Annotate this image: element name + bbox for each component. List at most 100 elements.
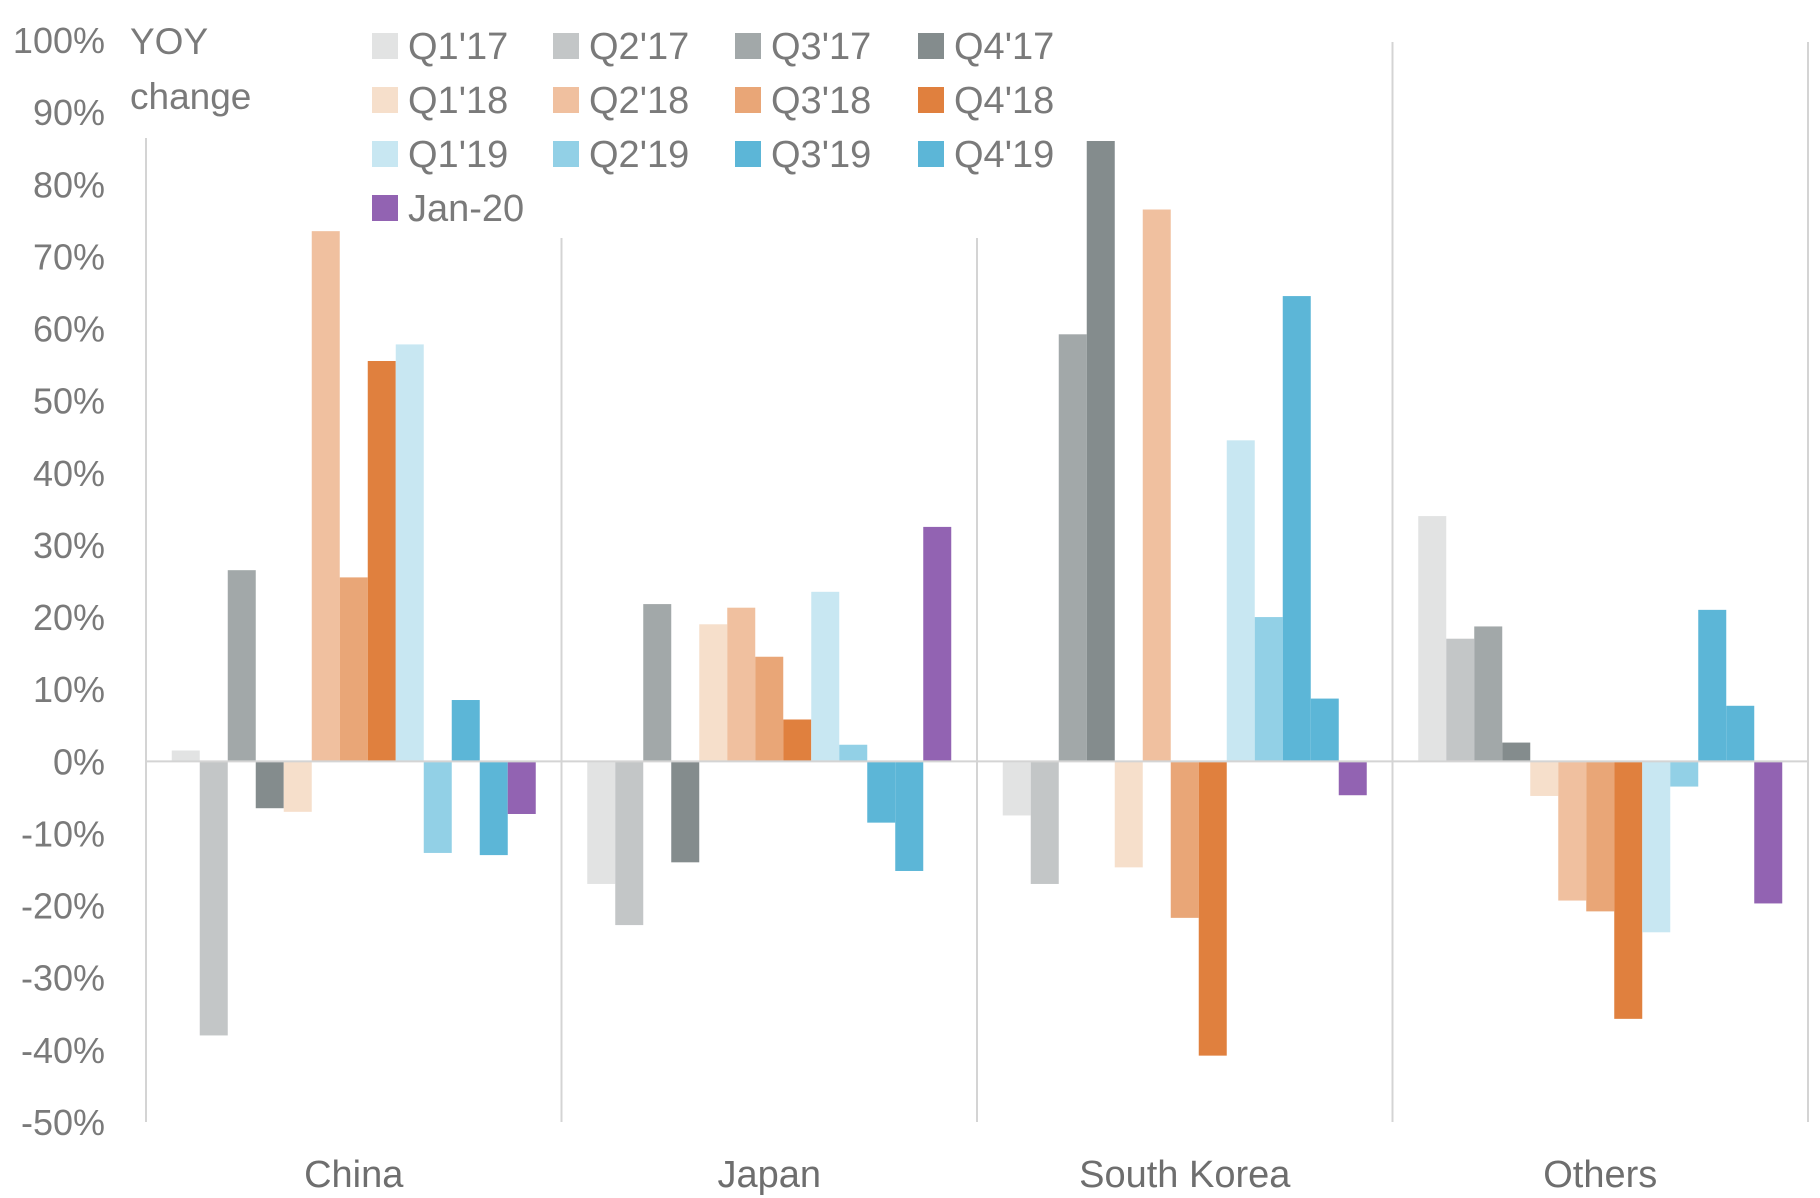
bar bbox=[1614, 761, 1643, 1019]
bar bbox=[1114, 761, 1143, 868]
legend-swatch bbox=[372, 195, 398, 221]
y-tick-label: -30% bbox=[21, 958, 105, 999]
bar bbox=[727, 607, 756, 762]
bar bbox=[367, 360, 396, 762]
bar bbox=[1142, 209, 1171, 762]
legend-swatch bbox=[735, 141, 761, 167]
y-tick-label: 40% bbox=[33, 453, 105, 494]
legend-label: Q3'19 bbox=[771, 134, 871, 176]
annotation-line-1: YOY bbox=[130, 21, 208, 62]
yoy-annotation: YOY change bbox=[130, 21, 251, 117]
legend-label: Q4'17 bbox=[954, 26, 1054, 68]
bar bbox=[1586, 761, 1615, 912]
bar bbox=[311, 231, 340, 762]
bar bbox=[1446, 638, 1475, 762]
legend-label: Q2'17 bbox=[589, 26, 689, 68]
bar bbox=[1310, 698, 1339, 762]
bar bbox=[1474, 626, 1503, 762]
legend: Q1'17 Q2'17 Q3'17 Q4'17 Q1'18 Q2'18 Q3'18 Q4'18… bbox=[372, 26, 1054, 230]
legend-swatch bbox=[553, 141, 579, 167]
x-category-label: China bbox=[304, 1154, 404, 1196]
x-category-label: South Korea bbox=[1079, 1154, 1291, 1196]
legend-label: Q1'17 bbox=[408, 26, 508, 68]
bar bbox=[615, 761, 644, 926]
bar bbox=[1086, 140, 1115, 762]
bar bbox=[1338, 761, 1367, 796]
legend-label: Q3'18 bbox=[771, 80, 871, 122]
x-category-label: Japan bbox=[717, 1154, 821, 1196]
legend-swatch bbox=[553, 87, 579, 113]
bar bbox=[811, 591, 840, 762]
category-separators bbox=[145, 42, 1809, 1122]
bar bbox=[255, 761, 284, 809]
bar bbox=[923, 526, 952, 762]
legend-swatch bbox=[553, 33, 579, 59]
legend-label: Q2'19 bbox=[589, 134, 689, 176]
bar bbox=[1530, 761, 1559, 796]
legend-swatch bbox=[918, 33, 944, 59]
bar bbox=[1058, 334, 1087, 762]
bar bbox=[1002, 761, 1031, 816]
y-tick-label: 100% bbox=[13, 20, 105, 61]
bar bbox=[283, 761, 312, 812]
y-axis-ticks: 100% 90% 80% 70% 60% 50% 40% 30% 20% 10% 0% -10% -20… bbox=[13, 20, 105, 1143]
x-axis-categories: China Japan South Korea Others bbox=[304, 1154, 1657, 1196]
bar bbox=[1698, 609, 1727, 762]
bar bbox=[1754, 761, 1783, 904]
bar bbox=[451, 700, 480, 762]
bar bbox=[867, 761, 896, 823]
y-tick-label: 10% bbox=[33, 669, 105, 710]
bar bbox=[1670, 761, 1699, 787]
bar bbox=[339, 577, 368, 762]
bar bbox=[895, 761, 924, 871]
y-tick-label: -20% bbox=[21, 886, 105, 927]
y-tick-label: 80% bbox=[33, 164, 105, 205]
legend-label: Jan-20 bbox=[408, 188, 524, 230]
legend-swatch bbox=[372, 87, 398, 113]
bar bbox=[1726, 705, 1755, 762]
bar bbox=[699, 624, 728, 762]
legend-swatch bbox=[735, 87, 761, 113]
bar bbox=[755, 656, 784, 762]
legend-swatch bbox=[918, 141, 944, 167]
legend-swatch bbox=[372, 141, 398, 167]
bar bbox=[839, 744, 868, 762]
bar bbox=[395, 344, 424, 762]
bar bbox=[1282, 296, 1311, 762]
bar bbox=[1418, 516, 1447, 762]
legend-label: Q2'18 bbox=[589, 80, 689, 122]
y-tick-label: -40% bbox=[21, 1030, 105, 1071]
bar bbox=[227, 570, 256, 762]
bar bbox=[1030, 761, 1059, 884]
bar bbox=[423, 761, 452, 853]
legend-label: Q3'17 bbox=[771, 26, 871, 68]
bar bbox=[1226, 440, 1255, 762]
y-tick-label: -50% bbox=[21, 1102, 105, 1143]
bar bbox=[1254, 617, 1283, 762]
bar bbox=[1170, 761, 1199, 918]
bar bbox=[171, 750, 200, 762]
bar bbox=[1502, 742, 1531, 762]
bar bbox=[199, 761, 228, 1036]
bar bbox=[643, 604, 672, 762]
y-tick-label: 0% bbox=[53, 741, 105, 782]
bar bbox=[507, 761, 536, 814]
y-tick-label: 60% bbox=[33, 309, 105, 350]
bar bbox=[1642, 761, 1671, 933]
y-tick-label: 30% bbox=[33, 525, 105, 566]
legend-label: Q1'19 bbox=[408, 134, 508, 176]
y-tick-label: 50% bbox=[33, 381, 105, 422]
bar bbox=[1198, 761, 1227, 1056]
x-category-label: Others bbox=[1543, 1154, 1657, 1196]
y-tick-label: 90% bbox=[33, 92, 105, 133]
bar bbox=[671, 761, 700, 863]
legend-swatch bbox=[735, 33, 761, 59]
y-tick-label: 20% bbox=[33, 597, 105, 638]
legend-swatch bbox=[918, 87, 944, 113]
annotation-line-2: change bbox=[130, 76, 251, 117]
bar bbox=[783, 719, 812, 762]
legend-label: Q1'18 bbox=[408, 80, 508, 122]
bar-marks bbox=[171, 140, 1783, 1056]
legend-label: Q4'19 bbox=[954, 134, 1054, 176]
